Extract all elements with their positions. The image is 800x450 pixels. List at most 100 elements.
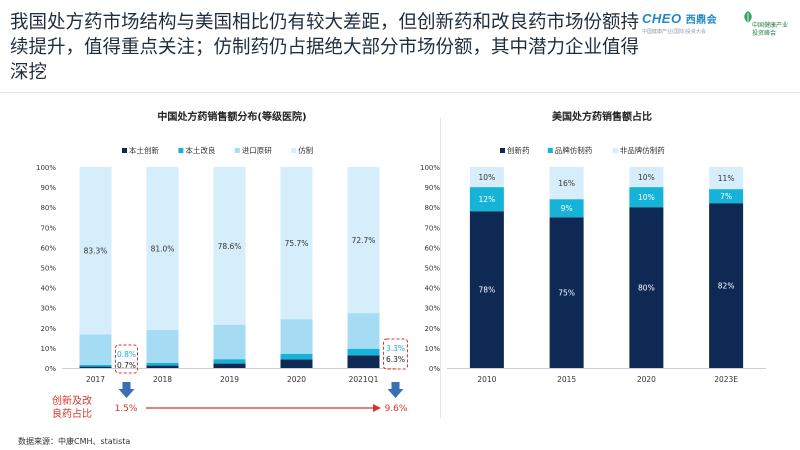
bar-segment bbox=[709, 167, 744, 190]
y-tick-label: 100% bbox=[36, 164, 56, 172]
data-label: 7% bbox=[720, 192, 732, 201]
bar-segment bbox=[549, 199, 584, 218]
bar-segment bbox=[549, 217, 584, 368]
legend-label: 进口原研 bbox=[242, 146, 272, 155]
bar-segment bbox=[347, 313, 380, 349]
bar-segment bbox=[549, 167, 584, 200]
y-tick-label: 30% bbox=[424, 305, 440, 313]
data-label: 11% bbox=[718, 174, 735, 183]
china-chart: 中国处方药销售额分布(等级医院) 本土创新 本土改良 进口原研 仿制 0% 10% 20% 30… bbox=[36, 110, 408, 420]
source-note: 数据来源：中康CMH、statista bbox=[18, 437, 131, 446]
y-tick-label: 0% bbox=[45, 365, 56, 373]
y-tick-label: 70% bbox=[424, 224, 440, 232]
bar-segment bbox=[146, 329, 179, 363]
y-tick-label: 100% bbox=[420, 164, 440, 172]
x-tick-label: 2019 bbox=[220, 375, 239, 384]
chart-divider bbox=[440, 118, 441, 418]
headline: 我国处方药市场结构与美国相比仍有较大差距，但创新药和改良药市场份额持续提升，值得… bbox=[10, 12, 640, 83]
down-arrow-icon bbox=[387, 382, 404, 398]
annotation-label: 创新及改 bbox=[52, 394, 92, 407]
data-label: 6.3% bbox=[386, 355, 405, 364]
y-tick-label: 20% bbox=[40, 325, 56, 333]
data-label: 3.3% bbox=[386, 344, 405, 353]
bar-segment bbox=[79, 364, 112, 367]
bar-segment bbox=[146, 167, 179, 330]
legend-swatch bbox=[291, 148, 297, 153]
data-label: 78.6% bbox=[218, 242, 242, 251]
arrow-right-icon bbox=[373, 404, 381, 412]
bar-segment bbox=[213, 324, 246, 360]
cheo-logo: CHEO 西鼎会 bbox=[642, 11, 718, 26]
chart-title: 美国处方药销售额占比 bbox=[552, 110, 652, 123]
y-tick-label: 60% bbox=[424, 244, 440, 252]
bar-segment bbox=[280, 319, 313, 354]
data-label: 10% bbox=[479, 173, 496, 182]
bar-segment bbox=[629, 167, 664, 188]
legend-label: 本土改良 bbox=[185, 145, 215, 155]
x-tick-label: 2023E bbox=[714, 375, 738, 384]
bar-segment bbox=[280, 353, 313, 360]
legend-swatch bbox=[122, 148, 127, 153]
legend-swatch bbox=[234, 148, 240, 153]
x-tick-label: 2017 bbox=[86, 375, 105, 384]
chart-title: 中国处方药销售额分布(等级医院) bbox=[157, 110, 306, 123]
legend-label: 本土创新 bbox=[129, 145, 159, 155]
data-label: 0.7% bbox=[117, 361, 136, 370]
y-tick-label: 50% bbox=[40, 265, 56, 273]
bar-segment bbox=[280, 359, 313, 368]
y-tick-label: 70% bbox=[40, 224, 56, 232]
bar-segment bbox=[79, 334, 112, 365]
bar-segment bbox=[347, 167, 380, 314]
callout-box-first bbox=[115, 344, 138, 374]
y-tick-label: 40% bbox=[424, 285, 440, 293]
bar-segment bbox=[709, 189, 744, 204]
data-label: 72.7% bbox=[352, 236, 376, 245]
data-label: 10% bbox=[638, 193, 655, 202]
x-tick-label: 2021Q1 bbox=[349, 375, 379, 384]
data-label: 78% bbox=[479, 286, 496, 295]
bar-segment bbox=[79, 366, 112, 368]
legend-label: 品牌仿制药 bbox=[555, 145, 593, 155]
bar-segment bbox=[146, 365, 179, 368]
bar-segment bbox=[629, 187, 664, 208]
data-label: 82% bbox=[718, 282, 735, 291]
data-label: 80% bbox=[638, 284, 655, 293]
legend-label: 创新药 bbox=[507, 145, 530, 155]
bar-segment bbox=[213, 167, 246, 325]
y-tick-label: 90% bbox=[424, 184, 440, 192]
partner-logo-text: 中国健康产业 投资峰会 bbox=[752, 22, 789, 37]
bar-segment bbox=[709, 203, 744, 368]
data-label: 75.7% bbox=[285, 239, 309, 248]
annotation-start-value: 1.5% bbox=[115, 404, 138, 414]
y-tick-label: 20% bbox=[424, 325, 440, 333]
legend-label: 非品牌仿制药 bbox=[620, 145, 665, 155]
data-label: 10% bbox=[638, 173, 655, 182]
legend-swatch bbox=[178, 148, 184, 153]
x-tick-label: 2020 bbox=[637, 375, 656, 384]
annotation-end-value: 9.6% bbox=[385, 404, 408, 414]
y-tick-label: 0% bbox=[429, 365, 440, 373]
bar-segment bbox=[347, 348, 380, 356]
bar-segment bbox=[79, 167, 112, 335]
cheo-logo-subtitle: 中国健康产业(国际)投资大会 bbox=[642, 29, 706, 35]
bar-segment bbox=[469, 167, 504, 188]
y-tick-label: 80% bbox=[40, 204, 56, 212]
y-tick-label: 10% bbox=[40, 345, 56, 353]
y-tick-label: 60% bbox=[40, 244, 56, 252]
y-tick-label: 90% bbox=[40, 184, 56, 192]
x-tick-label: 2015 bbox=[557, 375, 576, 384]
callout-box-last bbox=[383, 338, 408, 370]
y-tick-label: 40% bbox=[40, 285, 56, 293]
data-label: 9% bbox=[561, 204, 573, 213]
x-tick-label: 2020 bbox=[287, 375, 306, 384]
data-label: 0.8% bbox=[117, 350, 136, 359]
data-label: 83.3% bbox=[84, 247, 108, 256]
logo-area: CHEO 西鼎会 中国健康产业(国际)投资大会 中国健康产业 投资峰会 bbox=[642, 8, 792, 44]
legend-swatch bbox=[547, 148, 553, 153]
y-tick-label: 30% bbox=[40, 305, 56, 313]
x-tick-label: 2010 bbox=[477, 375, 496, 384]
data-label: 75% bbox=[558, 289, 575, 298]
down-arrow-icon bbox=[118, 382, 135, 398]
